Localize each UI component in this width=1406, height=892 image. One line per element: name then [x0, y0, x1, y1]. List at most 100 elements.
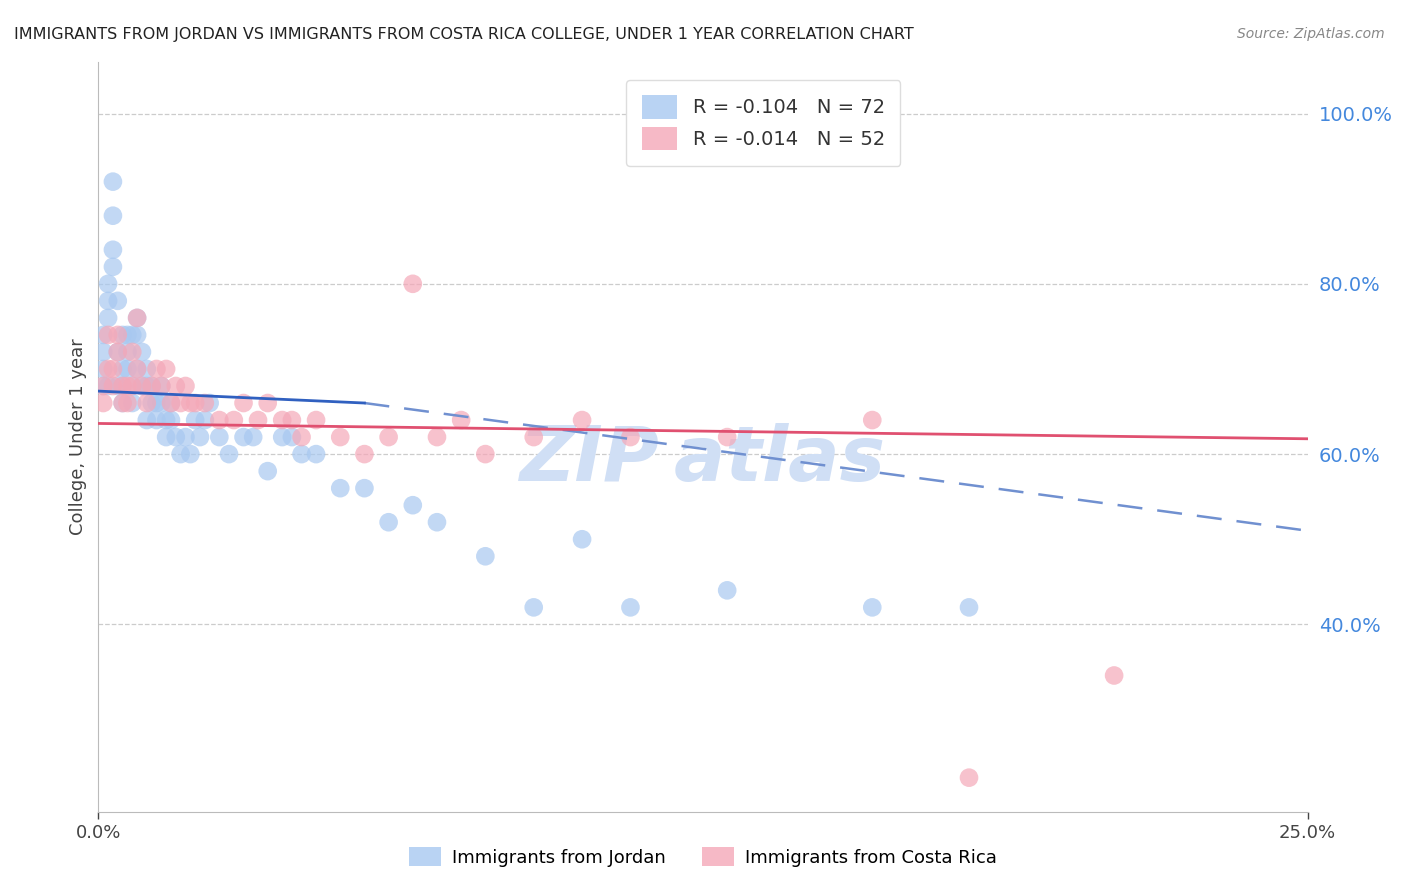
Point — [97, 293, 120, 308]
Point — [353, 447, 375, 461]
Point — [111, 379, 134, 393]
Point — [135, 379, 157, 393]
Point — [523, 430, 546, 444]
Point — [155, 430, 177, 444]
Point — [184, 413, 207, 427]
Point — [198, 396, 221, 410]
Text: IMMIGRANTS FROM JORDAN VS IMMIGRANTS FROM COSTA RICA COLLEGE, UNDER 1 YEAR CORRE: IMMIGRANTS FROM JORDAN VS IMMIGRANTS FRO… — [14, 27, 914, 42]
Point — [91, 379, 114, 393]
Point — [290, 447, 312, 461]
Point — [474, 549, 496, 564]
Point — [305, 413, 328, 427]
Point — [242, 430, 264, 444]
Point — [135, 413, 157, 427]
Point — [91, 396, 114, 410]
Point — [329, 430, 352, 444]
Point — [160, 396, 183, 410]
Point — [101, 243, 124, 257]
Point — [208, 430, 231, 444]
Point — [450, 413, 472, 427]
Point — [402, 498, 425, 512]
Point — [329, 481, 352, 495]
Point — [160, 413, 183, 427]
Point — [97, 362, 120, 376]
Point — [150, 396, 173, 410]
Point — [474, 447, 496, 461]
Point — [208, 413, 231, 427]
Point — [145, 362, 167, 376]
Point — [121, 396, 143, 410]
Point — [131, 379, 153, 393]
Point — [290, 430, 312, 444]
Point — [97, 327, 120, 342]
Point — [957, 600, 980, 615]
Point — [101, 379, 124, 393]
Point — [145, 413, 167, 427]
Point — [111, 327, 134, 342]
Point — [619, 600, 641, 615]
Point — [145, 396, 167, 410]
Point — [232, 430, 254, 444]
Point — [91, 379, 114, 393]
Point — [179, 396, 201, 410]
Point — [571, 533, 593, 547]
Point — [281, 413, 304, 427]
Point — [111, 396, 134, 410]
Point — [402, 277, 425, 291]
Point — [127, 362, 149, 376]
Point — [117, 396, 139, 410]
Point — [169, 396, 191, 410]
Point — [194, 396, 217, 410]
Point — [571, 413, 593, 427]
Point — [281, 430, 304, 444]
Point — [194, 413, 217, 427]
Point — [232, 396, 254, 410]
Point — [222, 413, 245, 427]
Point — [131, 379, 153, 393]
Point — [91, 362, 114, 376]
Point — [101, 260, 124, 274]
Point — [121, 379, 143, 393]
Point — [426, 430, 449, 444]
Point — [101, 175, 124, 189]
Point — [169, 447, 191, 461]
Y-axis label: College, Under 1 year: College, Under 1 year — [69, 339, 87, 535]
Text: ZIP atlas: ZIP atlas — [520, 423, 886, 497]
Point — [150, 379, 173, 393]
Point — [716, 430, 738, 444]
Point — [155, 362, 177, 376]
Point — [111, 362, 134, 376]
Point — [127, 362, 149, 376]
Point — [117, 327, 139, 342]
Point — [218, 447, 240, 461]
Point — [155, 413, 177, 427]
Point — [353, 481, 375, 495]
Point — [150, 379, 173, 393]
Point — [141, 379, 163, 393]
Point — [271, 413, 294, 427]
Point — [97, 379, 120, 393]
Point — [135, 396, 157, 410]
Point — [121, 345, 143, 359]
Point — [174, 430, 197, 444]
Legend: Immigrants from Jordan, Immigrants from Costa Rica: Immigrants from Jordan, Immigrants from … — [402, 840, 1004, 874]
Point — [141, 396, 163, 410]
Point — [426, 515, 449, 529]
Point — [97, 310, 120, 325]
Point — [188, 430, 211, 444]
Point — [135, 362, 157, 376]
Point — [101, 209, 124, 223]
Point — [165, 430, 187, 444]
Point — [127, 310, 149, 325]
Point — [107, 345, 129, 359]
Point — [117, 345, 139, 359]
Point — [131, 345, 153, 359]
Point — [107, 345, 129, 359]
Point — [184, 396, 207, 410]
Point — [111, 379, 134, 393]
Point — [121, 379, 143, 393]
Point — [141, 379, 163, 393]
Point — [377, 430, 399, 444]
Point — [165, 379, 187, 393]
Point — [860, 600, 883, 615]
